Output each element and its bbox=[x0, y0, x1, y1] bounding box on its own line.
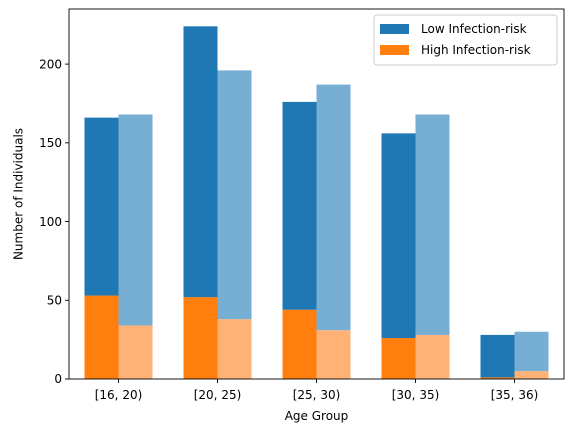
bar-high-risk-light-1 bbox=[217, 319, 252, 379]
bar-low-risk-light-2 bbox=[316, 84, 351, 331]
bar-high-risk-solid-0 bbox=[84, 295, 119, 379]
bar-low-risk-solid-2 bbox=[282, 101, 317, 310]
bar-high-risk-light-3 bbox=[415, 334, 450, 379]
bar-high-risk-solid-3 bbox=[381, 338, 416, 379]
legend: Low Infection-risk High Infection-risk bbox=[373, 14, 558, 66]
x-tick-label-2: [25, 30) bbox=[293, 388, 341, 402]
y-tick-label-1: 50 bbox=[47, 293, 62, 307]
x-tick-label-1: [20, 25) bbox=[194, 388, 242, 402]
bar-low-risk-solid-0 bbox=[84, 117, 119, 296]
bar-low-risk-light-3 bbox=[415, 114, 450, 335]
y-tick-label-3: 150 bbox=[39, 136, 62, 150]
x-tick-label-0: [16, 20) bbox=[95, 388, 143, 402]
bar-high-risk-solid-4 bbox=[480, 377, 515, 379]
bars-layer bbox=[84, 26, 549, 379]
y-tick-label-4: 200 bbox=[39, 57, 62, 71]
bar-high-risk-light-4 bbox=[514, 371, 549, 379]
bar-high-risk-light-2 bbox=[316, 330, 351, 379]
bar-low-risk-light-4 bbox=[514, 331, 549, 372]
bar-low-risk-solid-4 bbox=[480, 334, 515, 378]
legend-swatch-1 bbox=[380, 45, 409, 55]
y-axis-label: Number of Individuals bbox=[12, 128, 26, 260]
bar-low-risk-solid-1 bbox=[183, 26, 218, 298]
x-tick-label-3: [30, 35) bbox=[392, 388, 440, 402]
bar-high-risk-light-0 bbox=[118, 325, 153, 379]
bar-low-risk-light-0 bbox=[118, 114, 153, 326]
y-tick-label-0: 0 bbox=[54, 372, 62, 386]
x-tick-label-4: [35, 36) bbox=[491, 388, 539, 402]
axes-layer: 0 50 100 150 200 [16, 20) [20, 25) [25, 30) [30,… bbox=[39, 8, 565, 402]
bar-high-risk-solid-1 bbox=[183, 297, 218, 379]
y-tick-label-2: 100 bbox=[39, 215, 62, 229]
bar-high-risk-solid-2 bbox=[282, 309, 317, 379]
bar-low-risk-solid-3 bbox=[381, 133, 416, 339]
bar-low-risk-light-1 bbox=[217, 70, 252, 320]
legend-label-1: High Infection-risk bbox=[421, 43, 531, 57]
legend-box bbox=[373, 14, 558, 66]
x-axis-label: Age Group bbox=[285, 409, 349, 423]
legend-label-0: Low Infection-risk bbox=[421, 22, 527, 36]
legend-swatch-0 bbox=[380, 24, 409, 34]
